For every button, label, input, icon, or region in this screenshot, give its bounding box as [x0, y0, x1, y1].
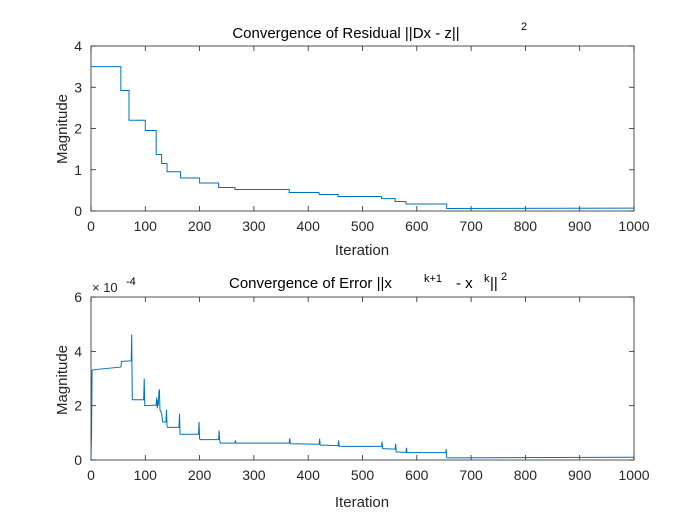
error-series-line	[90, 334, 635, 459]
y-tick-label: 4	[74, 38, 82, 54]
x-tick-label: 300	[242, 218, 266, 234]
x-tick-label: 100	[134, 467, 158, 483]
y-tick-label: 1	[74, 162, 82, 178]
y-tick-label: 4	[74, 343, 82, 359]
y-tick-label: 0	[74, 452, 82, 468]
error-y-axis-label: Magnitude	[54, 345, 71, 415]
residual-x-axis-label: Iteration	[335, 242, 389, 259]
x-tick-label: 200	[188, 218, 212, 234]
residual-title-text: Convergence of Residual ||Dx - z||	[232, 25, 459, 42]
x-tick-label: 200	[188, 467, 212, 483]
error-title-sup-3: 2	[501, 271, 507, 283]
y-tick-label: 3	[74, 79, 82, 95]
error-title-sup-1: k+1	[424, 273, 442, 285]
x-tick-label: 600	[405, 467, 429, 483]
residual-y-ticks: 0 1 2 3 4	[74, 38, 634, 219]
error-x-ticks: 0 100 200 300 400 500 600 700 800 900 1000	[87, 297, 650, 483]
residual-series-line	[91, 66, 635, 210]
error-title-text-2: - x	[456, 275, 473, 292]
residual-chart: Convergence of Residual ||Dx - z|| 2 0 10…	[54, 21, 650, 259]
residual-plot-area	[90, 45, 635, 212]
error-title-text-1: Convergence of Error ||x	[229, 275, 392, 292]
x-tick-label: 900	[568, 218, 592, 234]
y-tick-label: 0	[74, 203, 82, 219]
x-tick-label: 800	[514, 218, 538, 234]
error-y-multiplier-exponent: -4	[126, 276, 136, 288]
residual-title-superscript: 2	[521, 21, 527, 33]
error-x-axis-label: Iteration	[335, 494, 389, 511]
error-chart: Convergence of Error ||x k+1 - x k || 2 …	[54, 271, 650, 511]
error-y-multiplier-base: × 10	[92, 280, 118, 295]
y-tick-label: 2	[74, 121, 82, 137]
residual-x-ticks: 0 100 200 300 400 500 600 700 800 900 1000	[87, 46, 650, 234]
error-title: Convergence of Error ||x k+1 - x k || 2	[229, 271, 507, 292]
x-tick-label: 900	[568, 467, 592, 483]
x-tick-label: 0	[87, 218, 95, 234]
x-tick-label: 500	[351, 218, 375, 234]
error-plot-area	[90, 296, 635, 461]
x-tick-label: 800	[514, 467, 538, 483]
x-tick-label: 400	[297, 218, 321, 234]
x-tick-label: 500	[351, 467, 375, 483]
x-tick-label: 300	[242, 467, 266, 483]
x-tick-label: 700	[459, 467, 483, 483]
error-title-text-3: ||	[490, 275, 498, 292]
x-tick-label: 0	[87, 467, 95, 483]
residual-y-axis-label: Magnitude	[54, 94, 71, 164]
x-tick-label: 400	[297, 467, 321, 483]
error-title-sup-2: k	[484, 273, 490, 285]
residual-title: Convergence of Residual ||Dx - z|| 2	[232, 21, 527, 42]
x-tick-label: 700	[459, 218, 483, 234]
x-tick-label: 1000	[618, 467, 649, 483]
error-y-multiplier: × 10 -4	[92, 276, 136, 295]
x-tick-label: 100	[134, 218, 158, 234]
y-tick-label: 6	[74, 289, 82, 305]
y-tick-label: 2	[74, 398, 82, 414]
x-tick-label: 1000	[618, 218, 649, 234]
x-tick-label: 600	[405, 218, 429, 234]
